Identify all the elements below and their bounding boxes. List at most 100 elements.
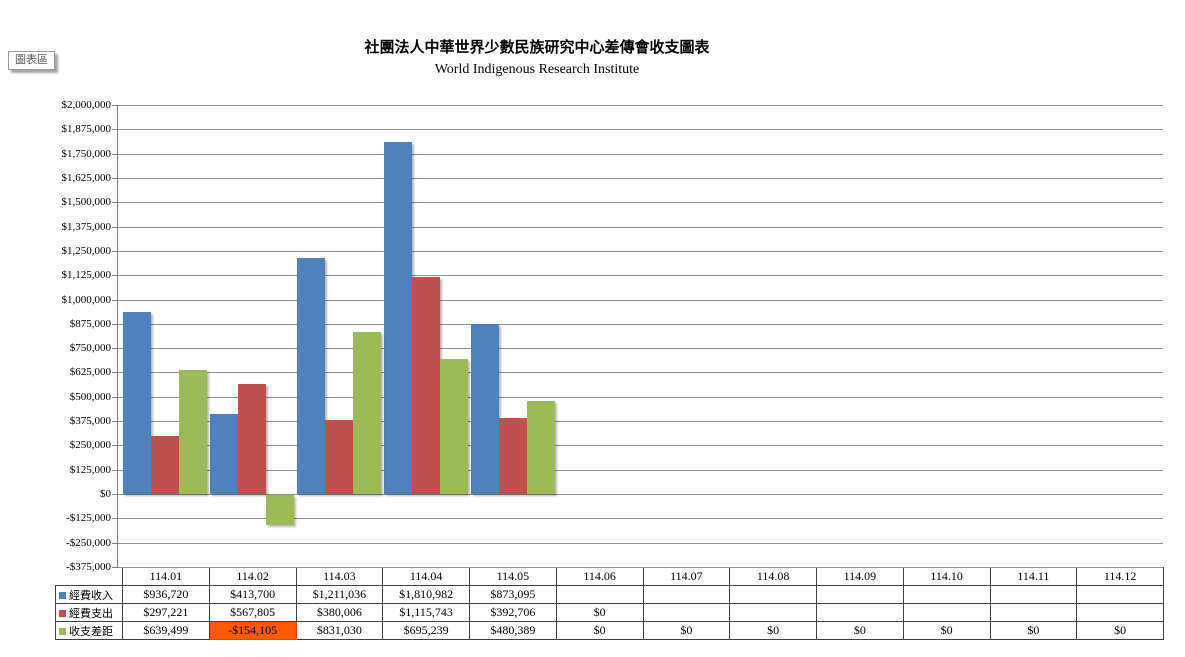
y-axis-tick [112,470,117,471]
bar-收支差距-114.05[interactable] [527,401,555,494]
chart-area-tooltip: 圖表區 [8,51,55,70]
table-col-header: 114.09 [816,567,904,586]
table-col-header: 114.01 [122,567,210,586]
legend-swatch-icon [59,627,66,635]
legend-swatch-icon [59,609,66,617]
y-axis-tick [112,324,117,325]
y-gridline [117,543,1163,544]
bar-收支差距-114.01[interactable] [179,370,207,494]
y-axis-label: $500,000 [69,391,111,403]
legend-row-label: 經費支出 [55,603,123,622]
y-axis-label: $1,125,000 [61,269,112,281]
y-axis-label: $1,625,000 [61,172,112,184]
table-cell: $380,006 [295,603,384,622]
table-cell: $0 [729,621,817,640]
y-gridline [117,397,1163,398]
table-cell [555,585,644,604]
table-col-header: 114.06 [555,567,644,586]
bar-經費支出-114.01[interactable] [151,436,179,494]
table-cell [642,603,731,622]
bar-經費收入-114.01[interactable] [123,312,151,494]
y-axis-tick [112,372,117,373]
y-gridline [117,129,1163,130]
y-axis-label: $1,000,000 [61,294,112,306]
table-col-header: 114.07 [642,567,731,586]
table-col-header: 114.05 [469,567,557,586]
y-gridline [117,445,1163,446]
table-cell [1076,603,1164,622]
y-axis-tick [112,421,117,422]
table-cell: $0 [902,621,991,640]
y-gridline [117,227,1163,228]
legend-row-label: 收支差距 [55,621,123,640]
y-gridline [117,470,1163,471]
y-axis-tick [112,275,117,276]
y-axis-tick [112,129,117,130]
y-axis-label: $1,875,000 [61,123,112,135]
y-axis-tick [112,543,117,544]
bar-收支差距-114.02[interactable] [266,495,294,525]
chart-subtitle: World Indigenous Research Institute [434,62,640,77]
table-cell: $639,499 [122,621,210,640]
y-axis-label: $1,750,000 [61,148,112,160]
table-cell [1076,585,1164,604]
table-cell: $413,700 [208,585,297,604]
y-gridline [117,300,1163,301]
y-axis-label: $375,000 [69,415,111,427]
y-axis-tick [112,397,117,398]
y-axis-tick [112,494,117,495]
y-axis-tick [112,227,117,228]
bar-收支差距-114.04[interactable] [440,359,468,494]
y-axis-label: -$375,000 [66,561,111,573]
y-gridline [117,154,1163,155]
y-gridline [117,275,1163,276]
y-axis-tick [112,518,117,519]
table-col-header: 114.03 [295,567,384,586]
table-col-header: 114.12 [1076,567,1164,586]
y-axis-label: $750,000 [69,342,111,354]
table-cell: $873,095 [469,585,557,604]
table-cell [816,603,904,622]
table-cell: $0 [555,621,644,640]
table-cell [902,603,991,622]
bar-經費支出-114.03[interactable] [325,420,353,494]
y-axis-tick [112,154,117,155]
bar-經費收入-114.02[interactable] [210,414,238,494]
y-axis-tick [112,300,117,301]
table-cell: $480,389 [469,621,557,640]
bar-經費支出-114.04[interactable] [412,277,440,494]
bar-經費收入-114.03[interactable] [297,258,325,494]
bar-經費收入-114.05[interactable] [471,324,499,494]
bar-收支差距-114.03[interactable] [353,332,381,494]
table-cell: $297,221 [122,603,210,622]
table-cell: $0 [1076,621,1164,640]
bar-經費收入-114.04[interactable] [384,142,412,494]
table-cell: $1,211,036 [295,585,384,604]
y-axis-label: $2,000,000 [61,99,112,111]
y-gridline [117,324,1163,325]
y-axis-label: -$250,000 [66,537,111,549]
y-gridline [117,251,1163,252]
y-axis-label: $0 [100,488,111,500]
table-cell: $0 [555,603,644,622]
y-axis-label: $625,000 [69,366,111,378]
y-gridline [117,202,1163,203]
table-cell [989,603,1078,622]
table-cell: $1,810,982 [382,585,470,604]
table-cell: $0 [816,621,904,640]
table-col-header: 114.11 [989,567,1078,586]
y-axis-line [117,105,118,568]
chart-title: 社團法人中華世界少數民族研究中心差傳會收支圖表 [364,40,710,56]
table-cell [816,585,904,604]
y-gridline [117,494,1163,495]
y-axis-tick [112,348,117,349]
y-axis-label: $1,375,000 [61,221,112,233]
y-gridline [117,518,1163,519]
table-col-header: 114.02 [208,567,297,586]
y-axis-tick [112,202,117,203]
bar-經費支出-114.05[interactable] [499,418,527,494]
y-axis-tick [112,178,117,179]
table-cell [989,585,1078,604]
bar-經費支出-114.02[interactable] [238,384,266,494]
